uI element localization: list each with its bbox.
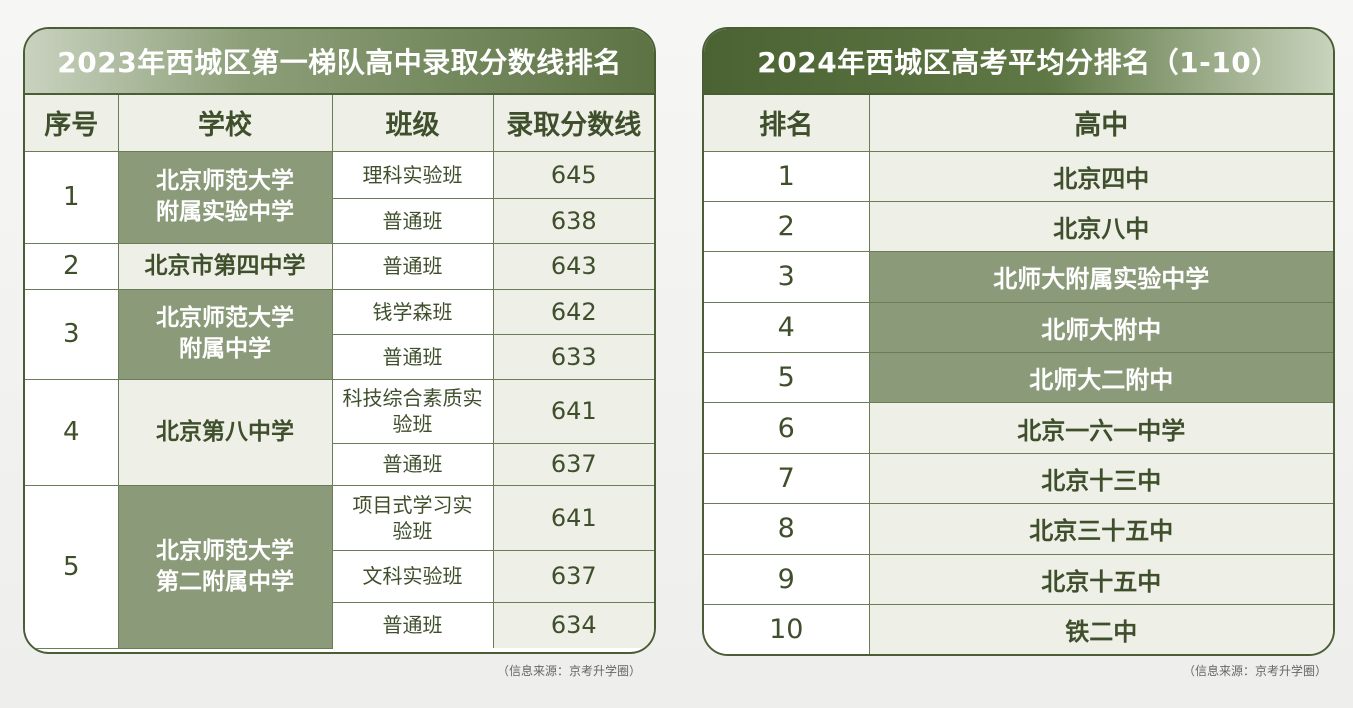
class-name: 普通班 [332, 601, 494, 648]
table-row: 文科实验班 637 [25, 549, 654, 603]
table-row: 4 北京第八中学 科技综合素质实验班 641 [25, 378, 654, 486]
table-row: 2 北京市第四中学 普通班 643 [25, 242, 654, 290]
table-row: 1 北京四中 [704, 150, 1333, 202]
rank-number: 2 [704, 200, 870, 253]
admission-score: 643 [492, 242, 654, 290]
table-row: 7 北京十三中 [704, 452, 1333, 505]
high-school-name: 北京三十五中 [868, 503, 1333, 555]
table-header-row: 序号 学校 班级 录取分数线 [25, 95, 654, 152]
header-high-school: 高中 [868, 95, 1333, 152]
school-name: 北京师范大学附属实验中学 [117, 150, 333, 244]
class-name: 文科实验班 [332, 549, 494, 603]
table-row: 3 北京师范大学附属中学 钱学森班 642 [25, 288, 654, 380]
header-index: 序号 [25, 95, 119, 152]
table-row: 4 北师大附中 [704, 301, 1333, 354]
high-school-name: 北京一六一中学 [868, 402, 1333, 454]
class-name: 项目式学习实验班 [331, 484, 494, 551]
rank-number: 3 [704, 251, 870, 303]
header-class: 班级 [331, 95, 494, 152]
class-name: 科技综合素质实验班 [331, 378, 494, 444]
high-school-name: 北京八中 [868, 200, 1333, 253]
rank-number: 10 [704, 604, 870, 654]
table-row: 3 北师大附属实验中学 [704, 251, 1333, 303]
high-school-name: 北京十五中 [868, 553, 1333, 606]
admission-score: 642 [492, 288, 654, 335]
source-note-left: （信息来源：京考升学圈） [497, 664, 642, 678]
admission-score: 637 [492, 549, 654, 603]
class-name: 理科实验班 [331, 150, 494, 199]
table-row: 1 北京师范大学附属实验中学 理科实验班 645 [25, 150, 654, 244]
admission-score: 641 [492, 378, 654, 444]
high-school-name: 北京十三中 [868, 452, 1333, 505]
rank-number: 8 [704, 503, 870, 555]
table-row: 5 北京师范大学第二附属中学 项目式学习实验班 641 [25, 484, 654, 649]
exam-average-title: 2024年西城区高考平均分排名（1-10） [704, 29, 1333, 95]
rank-number: 5 [704, 352, 870, 404]
class-name: 普通班 [331, 242, 494, 290]
table-header-row: 排名 高中 [704, 95, 1333, 152]
rank-number: 6 [704, 402, 870, 454]
row-index: 2 [25, 242, 119, 290]
table-row: 5 北师大二附中 [704, 352, 1333, 404]
admission-score-table: 序号 学校 班级 录取分数线 1 北京师范大学附属实验中学 理科实验班 645 … [25, 95, 654, 649]
header-rank: 排名 [704, 95, 870, 152]
rank-number: 9 [704, 553, 870, 606]
admission-score-panel: 2023年西城区第一梯队高中录取分数线排名 序号 学校 班级 录取分数线 1 北… [23, 27, 656, 654]
admission-score: 634 [492, 601, 654, 648]
high-school-name: 北师大附中 [868, 301, 1333, 354]
row-index: 4 [25, 378, 119, 486]
school-name: 北京师范大学附属中学 [117, 288, 333, 380]
high-school-name: 铁二中 [868, 604, 1333, 654]
row-index: 5 [25, 484, 119, 649]
header-score: 录取分数线 [492, 95, 654, 152]
table-row: 10 铁二中 [704, 604, 1333, 654]
exam-average-panel: 2024年西城区高考平均分排名（1-10） 排名 高中 1 北京四中 2 北京八中 3 北… [702, 27, 1335, 656]
admission-score: 633 [492, 333, 654, 380]
row-index: 1 [25, 150, 119, 244]
class-name: 普通班 [332, 197, 494, 244]
table-row: 普通班 633 [25, 333, 654, 380]
rank-number: 1 [704, 150, 870, 202]
rank-number: 7 [704, 452, 870, 505]
class-name: 普通班 [332, 333, 494, 380]
high-school-name: 北师大二附中 [868, 352, 1333, 404]
exam-average-table: 排名 高中 1 北京四中 2 北京八中 3 北师大附属实验中学 4 北师大附中 5 北师大二附中 6… [704, 95, 1333, 654]
class-name: 普通班 [332, 442, 494, 486]
admission-score: 645 [492, 150, 654, 199]
table-row: 2 北京八中 [704, 200, 1333, 253]
school-name: 北京师范大学第二附属中学 [117, 484, 333, 649]
admission-score: 638 [492, 197, 654, 244]
high-school-name: 北京四中 [868, 150, 1333, 202]
table-row: 普通班 634 [25, 601, 654, 648]
high-school-name: 北师大附属实验中学 [868, 251, 1333, 303]
admission-score-title: 2023年西城区第一梯队高中录取分数线排名 [25, 29, 654, 95]
school-name: 北京第八中学 [117, 378, 333, 486]
source-note-right: （信息来源：京考升学圈） [1183, 664, 1328, 678]
table-row: 普通班 637 [25, 442, 654, 486]
rank-number: 4 [704, 301, 870, 354]
table-row: 9 北京十五中 [704, 553, 1333, 606]
admission-score: 641 [492, 484, 654, 551]
admission-score: 637 [492, 442, 654, 486]
school-name: 北京市第四中学 [117, 242, 333, 290]
table-row: 8 北京三十五中 [704, 503, 1333, 555]
class-name: 钱学森班 [331, 288, 494, 335]
row-index: 3 [25, 288, 119, 380]
header-school: 学校 [117, 95, 333, 152]
table-row: 6 北京一六一中学 [704, 402, 1333, 454]
